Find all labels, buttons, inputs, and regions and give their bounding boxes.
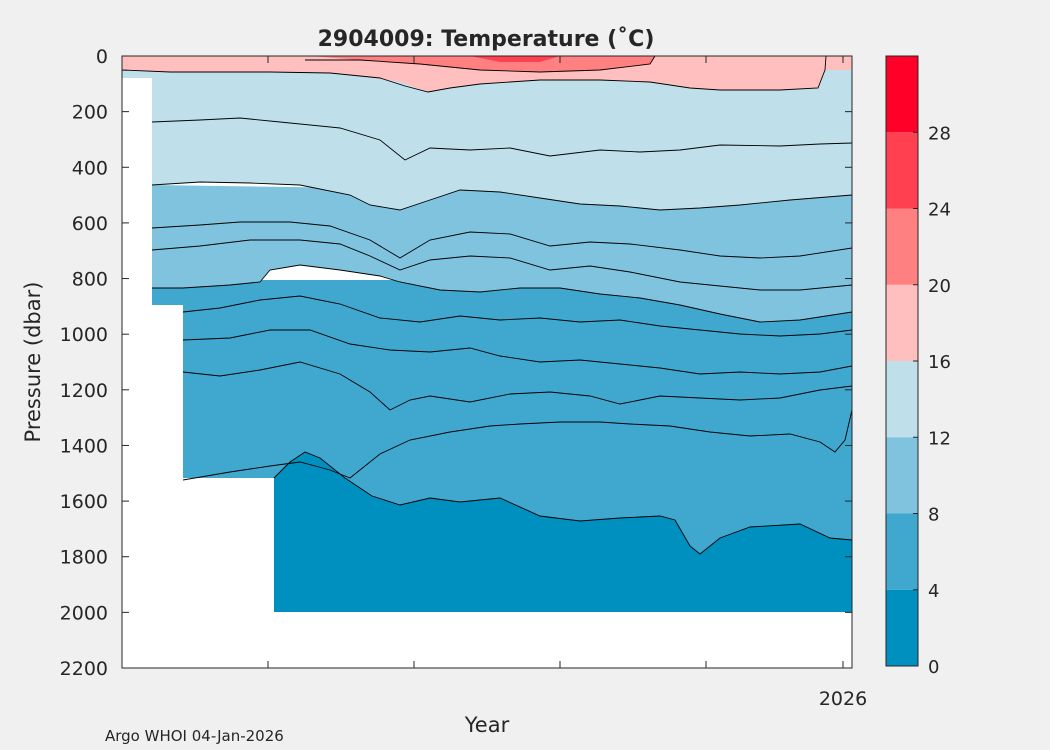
band-8-12 bbox=[152, 185, 852, 322]
colorbar-tick-label: 8 bbox=[928, 505, 939, 526]
isotherm-12 bbox=[151, 181, 852, 211]
no-data-region bbox=[122, 78, 852, 668]
band-20-24 bbox=[310, 56, 655, 72]
y-tick-label: 200 bbox=[72, 102, 108, 124]
colorbar-tick-label: 4 bbox=[928, 581, 939, 602]
isotherm-7 bbox=[182, 295, 852, 337]
band-0-4 bbox=[274, 452, 852, 612]
isotherm-lines bbox=[122, 56, 852, 555]
isotherm-14 bbox=[151, 117, 852, 161]
colorbar-band bbox=[886, 437, 918, 514]
band-12-16 bbox=[122, 70, 852, 305]
x-axis-label: Year bbox=[464, 713, 510, 737]
isotherm-20 bbox=[305, 56, 656, 73]
isotherm-6 bbox=[182, 329, 852, 375]
y-tick-label: 1400 bbox=[60, 435, 108, 457]
colorbar-band bbox=[886, 513, 918, 590]
colorbar-tick-label: 16 bbox=[928, 352, 951, 373]
colorbar-tick-label: 28 bbox=[928, 123, 951, 144]
y-axis: 0 200 400 600 800 1000 1200 1400 1600 1800 2000 220… bbox=[60, 46, 852, 680]
isotherm-8 bbox=[152, 264, 852, 323]
y-tick-label: 1800 bbox=[60, 547, 108, 569]
colorbar-band bbox=[886, 132, 918, 209]
y-tick-label: 1600 bbox=[60, 491, 108, 513]
colorbar-band bbox=[886, 284, 918, 361]
colorbar: 0 4 8 12 16 20 24 28 bbox=[885, 55, 951, 678]
colorbar-tick-label: 24 bbox=[928, 200, 951, 221]
isotherm-9 bbox=[151, 239, 852, 291]
y-axis-label: Pressure (dbar) bbox=[21, 282, 45, 443]
y-tick-label: 2000 bbox=[60, 602, 108, 624]
colorbar-tick-label: 12 bbox=[928, 428, 951, 449]
y-tick-label: 1200 bbox=[60, 380, 108, 402]
band-24-28 bbox=[470, 56, 560, 62]
colorbar-tick-label: 20 bbox=[928, 276, 951, 297]
band-16-20 bbox=[122, 56, 852, 92]
colorbar-tick-label: 0 bbox=[928, 657, 939, 678]
colorbar-band bbox=[886, 208, 918, 285]
isotherm-5 bbox=[182, 361, 852, 411]
colorbar-band bbox=[886, 56, 918, 133]
y-tick-label: 0 bbox=[96, 46, 108, 68]
contour-bands bbox=[122, 56, 852, 668]
isotherm-4-5 bbox=[182, 409, 852, 481]
x-axis: 2026 bbox=[121, 56, 867, 710]
y-tick-label: 600 bbox=[72, 213, 108, 235]
y-tick-label: 800 bbox=[72, 269, 108, 291]
isotherm-4 bbox=[273, 451, 852, 555]
x-tick-label: 2026 bbox=[819, 688, 867, 710]
isotherm-10 bbox=[151, 221, 852, 259]
y-tick-label: 1000 bbox=[60, 324, 108, 346]
colorbar-band bbox=[886, 589, 918, 666]
axes-frame bbox=[121, 55, 853, 669]
isotherm-16 bbox=[122, 56, 827, 93]
colorbar-band bbox=[886, 361, 918, 438]
footer-note: Argo WHOI 04-Jan-2026 bbox=[105, 727, 284, 745]
chart-title: 2904009: Temperature (˚C) bbox=[318, 27, 655, 52]
y-tick-label: 400 bbox=[72, 157, 108, 179]
y-tick-label: 2200 bbox=[60, 658, 108, 680]
